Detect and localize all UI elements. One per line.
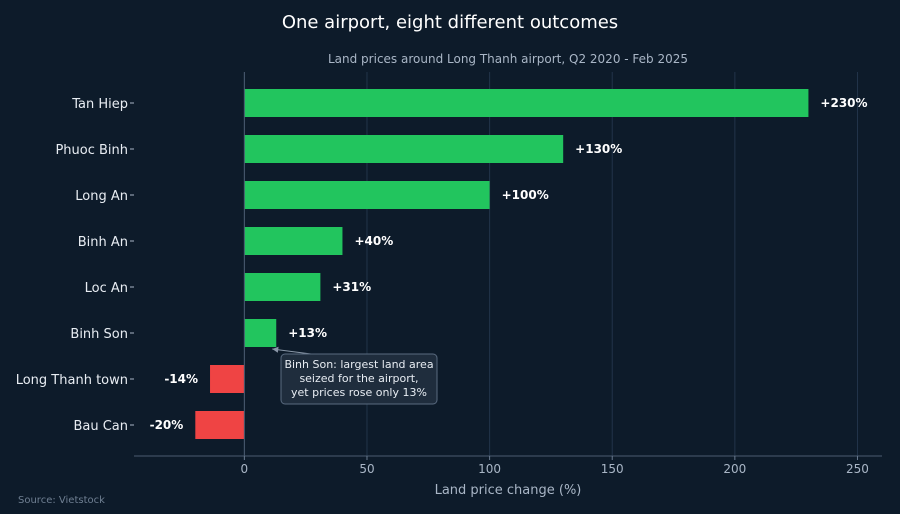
source-note: Source: Vietstock [18,495,105,506]
category-label: Long An [75,189,128,204]
category-label: Phuoc Binh [55,143,128,158]
data-label: +230% [820,96,867,110]
data-label: +130% [575,142,622,156]
annotation-line: yet prices rose only 13% [291,386,427,399]
category-label: Bau Can [73,419,128,434]
data-label: +13% [288,326,327,340]
data-label: -20% [150,418,184,432]
bar [244,181,490,209]
category-label: Binh Son [70,327,128,342]
x-tick-label: 0 [241,462,249,476]
data-label: +100% [502,188,549,202]
x-axis-label: Land price change (%) [435,483,582,498]
bar [244,135,564,163]
annotation-text: Binh Son: largest land area seized for th… [284,358,433,399]
annotation-arrow [272,348,312,355]
data-label: +31% [332,280,371,294]
x-tick-label: 100 [478,462,501,476]
category-label: Long Thanh town [16,373,128,388]
bar [244,319,277,347]
axes [134,72,882,457]
bar [244,227,343,255]
chart-subtitle: Land prices around Long Thanh airport, Q… [328,52,688,66]
bar [244,273,321,301]
category-label: Binh An [78,235,128,250]
labels: 0 50 100 150 200 250 Tan Hiep +230% Phuoc Binh +1… [16,96,869,476]
bar [210,365,245,393]
annotation-box [280,353,438,405]
annotation-line: seized for the airport, [299,372,418,385]
data-label: +40% [354,234,393,248]
x-tick-label: 150 [601,462,624,476]
bar [195,411,245,439]
x-tick-label: 200 [723,462,746,476]
category-label: Loc An [85,281,128,296]
annotation-arrowhead [272,346,279,353]
annotation-line: Binh Son: largest land area [284,358,433,371]
chart-title: One airport, eight different outcomes [282,12,618,33]
data-label: -14% [164,372,198,386]
bars [195,89,809,439]
x-tick-label: 50 [359,462,374,476]
x-tick-label: 250 [846,462,869,476]
annotation: Binh Son: largest land area seized for th… [272,346,438,405]
category-label: Tan Hiep [71,97,128,112]
bar [244,89,809,117]
